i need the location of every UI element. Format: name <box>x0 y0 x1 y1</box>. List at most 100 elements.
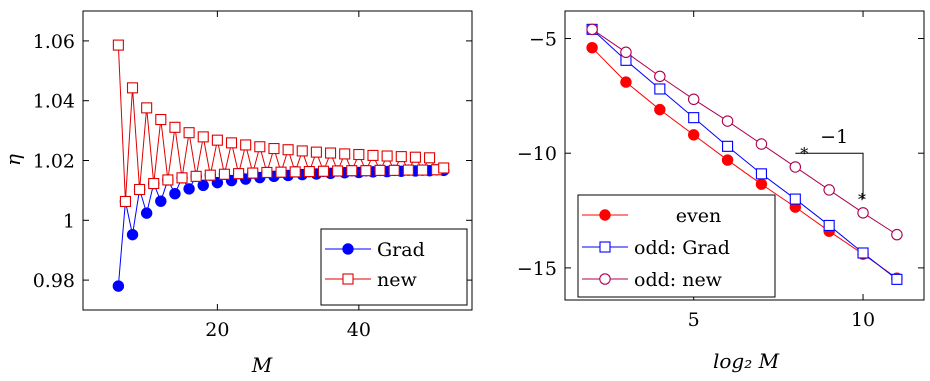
y-axis-label: η <box>1 154 25 166</box>
data-point <box>789 161 802 173</box>
data-point <box>268 142 280 155</box>
data-point <box>721 115 734 127</box>
data-point <box>197 179 209 192</box>
data-point <box>126 82 139 94</box>
data-point <box>218 168 231 180</box>
plot-frame <box>564 10 925 301</box>
y-tick-label: −15 <box>517 258 557 280</box>
data-point <box>176 172 188 184</box>
y-tick-label: 1.04 <box>33 91 75 113</box>
data-point <box>112 39 124 51</box>
data-point <box>654 70 666 83</box>
data-point <box>722 140 734 152</box>
data-point <box>687 93 700 106</box>
data-point <box>395 151 407 163</box>
left-chart-eta-vs-M: 20 40 0.98 1 1.02 1.04 1.06 Grad new Mη <box>1 10 473 377</box>
data-point <box>823 184 835 196</box>
legend-box <box>320 228 468 306</box>
data-point <box>183 127 195 139</box>
data-point <box>225 137 238 149</box>
legend-box <box>577 194 776 298</box>
y-tick-label: −5 <box>529 29 557 51</box>
y-tick-label: 1 <box>63 210 75 232</box>
data-point <box>755 178 768 190</box>
legend-marker <box>599 273 611 285</box>
data-point <box>755 138 768 150</box>
data-point <box>162 174 174 186</box>
series-line-0 <box>591 47 898 279</box>
data-point <box>197 131 209 143</box>
data-point <box>409 151 421 163</box>
data-point <box>140 207 153 219</box>
legend-label: odd: new <box>634 269 723 291</box>
series-line-1 <box>591 28 898 280</box>
data-point <box>891 273 903 285</box>
data-point <box>112 280 125 292</box>
data-point <box>620 46 632 59</box>
data-point <box>891 228 903 241</box>
data-point <box>119 195 131 208</box>
data-point <box>126 228 139 241</box>
data-point <box>296 145 308 157</box>
data-point <box>141 102 153 114</box>
legend-marker <box>599 241 611 253</box>
y-tick-label: 1.06 <box>33 31 75 53</box>
data-point <box>367 149 379 161</box>
data-point <box>424 152 436 164</box>
slope-triangle <box>795 152 864 200</box>
x-tick-label: 20 <box>205 319 229 341</box>
data-point <box>654 103 666 116</box>
legend-label: Grad <box>377 239 425 261</box>
data-point <box>169 187 181 200</box>
data-point <box>438 162 450 174</box>
data-point <box>134 183 146 196</box>
data-point <box>240 139 252 151</box>
data-point <box>789 193 801 205</box>
data-point <box>586 41 598 54</box>
legend-label: new <box>377 269 417 291</box>
data-point <box>360 165 372 177</box>
data-point <box>324 147 337 159</box>
data-point <box>317 165 330 177</box>
data-point <box>204 169 216 181</box>
data-point <box>261 166 273 179</box>
data-point <box>211 134 223 146</box>
data-point <box>275 166 287 178</box>
data-point <box>388 164 400 176</box>
data-point <box>183 183 195 195</box>
data-point <box>155 195 167 207</box>
data-point <box>402 164 414 176</box>
slope-star: * <box>800 144 808 163</box>
data-point <box>857 207 869 219</box>
data-point <box>289 166 301 178</box>
y-tick-label: 1.02 <box>33 151 75 173</box>
slope-star: * <box>858 190 866 209</box>
data-point <box>620 76 632 88</box>
data-point <box>148 177 160 190</box>
data-point <box>374 164 386 176</box>
legend-marker <box>599 209 611 221</box>
y-tick-label: −10 <box>517 143 557 165</box>
legend-label: odd: Grad <box>634 237 730 259</box>
data-point <box>282 144 294 156</box>
data-point <box>381 150 393 162</box>
data-point <box>247 167 259 179</box>
data-point <box>155 113 167 126</box>
slope-label: −1 <box>820 126 848 148</box>
data-point <box>857 247 869 259</box>
data-point <box>586 23 598 36</box>
series-line-2 <box>591 28 898 236</box>
data-point <box>353 148 365 161</box>
data-point <box>233 168 245 180</box>
data-point <box>169 121 181 133</box>
data-point <box>688 112 700 124</box>
x-tick-label: 40 <box>347 319 371 341</box>
x-tick-label: 5 <box>688 309 700 331</box>
legend-marker <box>342 243 354 255</box>
data-point <box>332 165 344 177</box>
data-point <box>310 146 322 158</box>
data-point <box>654 83 666 95</box>
x-tick-label: 10 <box>851 309 875 331</box>
data-point <box>721 154 734 166</box>
